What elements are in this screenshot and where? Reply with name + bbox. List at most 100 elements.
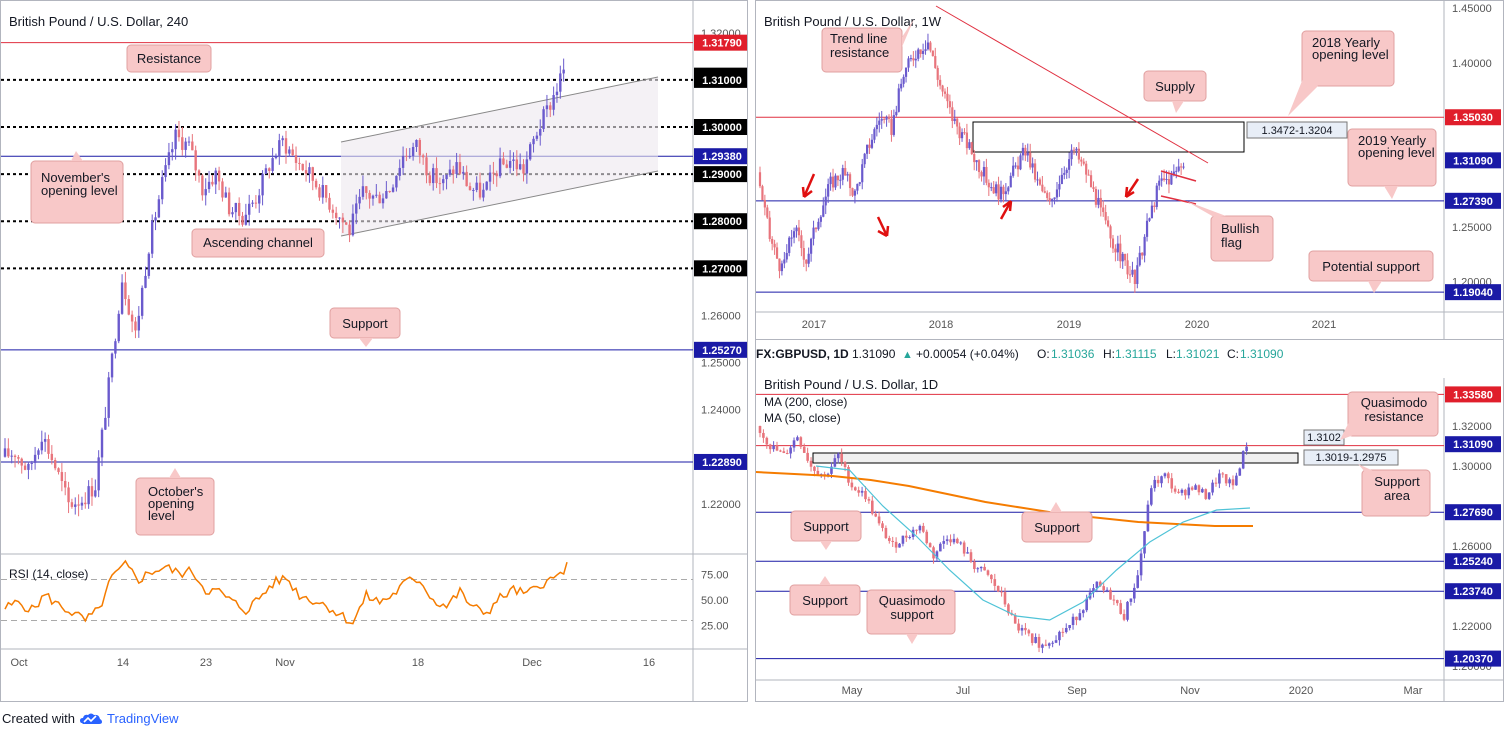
candle-body [74, 504, 77, 507]
candle-body [140, 287, 144, 316]
candle-body [502, 158, 505, 165]
candle-body [542, 109, 545, 130]
y-tick-label: 1.25000 [1452, 222, 1492, 234]
candle-body [887, 116, 891, 119]
price-label-box [1445, 553, 1501, 570]
candle-body [144, 275, 147, 288]
daily-chart-panel[interactable]: FX:GBPUSD, 1D 1.31090 ▲ +0.00054 (+0.04%… [755, 339, 1504, 702]
candle-body [1098, 581, 1102, 587]
candle-body [1071, 616, 1075, 626]
x-tick-label: 18 [412, 657, 424, 669]
y-tick-label: 1.24000 [701, 405, 741, 417]
candle-body [1080, 159, 1083, 162]
candle-body [237, 202, 241, 216]
candle-body [355, 203, 358, 214]
candle-body [1095, 581, 1099, 589]
candle-body [956, 118, 959, 127]
candle-body [1038, 179, 1042, 185]
candle-body [795, 227, 798, 232]
candle-body [87, 486, 90, 505]
candle-body [1177, 166, 1180, 171]
candle-body [358, 196, 361, 204]
candle-body [861, 164, 864, 183]
candle-body [921, 50, 925, 54]
candle-body [942, 541, 946, 544]
candle-body [758, 172, 762, 187]
weekly-chart-svg[interactable]: 1.450001.400001.250001.200001.350301.310… [756, 1, 1503, 339]
candle-body [1085, 163, 1088, 175]
candle-body [1031, 163, 1034, 168]
candle-body [298, 162, 301, 164]
candle-body [1109, 589, 1112, 600]
zone-label-weekly: 1.3472-1.3204 [1246, 121, 1348, 139]
callout-november-opening: November's opening level [30, 151, 124, 224]
tradingview-cloud-icon [79, 713, 102, 724]
svg-text:1.3472-1.3204: 1.3472-1.3204 [1262, 125, 1333, 137]
candle-body [351, 213, 355, 236]
candle-body [762, 432, 765, 438]
candle-body [157, 199, 161, 218]
candle-body [870, 500, 874, 514]
candle-body [807, 253, 810, 264]
candle-body [1007, 187, 1010, 192]
weekly-chart-panel[interactable]: 1.45000 1.40000 1.25000 1.20000 1.35030 1.310… [755, 0, 1504, 340]
candle-body [1180, 489, 1184, 493]
candle-body [174, 129, 177, 150]
rsi-tick-label: 50.00 [701, 595, 729, 607]
candle-body [875, 124, 878, 130]
candle-body [201, 175, 204, 196]
candle-body [1173, 488, 1177, 492]
candle-body [120, 282, 124, 314]
candle-body [154, 217, 157, 221]
daily-chart-svg[interactable]: FX:GBPUSD, 1D 1.31090 ▲ +0.00054 (+0.04%… [756, 340, 1503, 701]
candle-body [915, 529, 918, 531]
candle-body [952, 538, 956, 543]
candle-body [925, 531, 929, 544]
x-tick-label: 2019 [1057, 319, 1081, 331]
candle-body [37, 450, 40, 455]
candle-body [1064, 628, 1068, 633]
candle-body [17, 457, 20, 459]
candle-body [27, 463, 30, 470]
candle-body [455, 162, 458, 175]
candle-body [1158, 180, 1161, 186]
candle-body [171, 149, 174, 153]
candle-body [853, 487, 857, 491]
svg-text:Supply: Supply [1155, 79, 1195, 94]
price-label: 1.30000 [702, 122, 742, 134]
candle-body [348, 224, 351, 236]
candle-body [881, 523, 884, 528]
price-label: 1.29000 [702, 169, 742, 181]
candle-body [983, 566, 986, 571]
price-label: 1.29380 [702, 151, 742, 163]
candle-body [1016, 165, 1020, 170]
candle-body [1119, 603, 1122, 614]
candle-body [1077, 148, 1080, 160]
svg-text:Support: Support [802, 593, 848, 608]
candle-body [951, 107, 954, 122]
tradingview-brand[interactable]: TradingView [106, 711, 179, 726]
candle-body [958, 126, 961, 139]
candle-body [1190, 487, 1194, 490]
candle-body [773, 243, 776, 248]
x-tick-label: Sep [1067, 685, 1087, 697]
candle-body [788, 237, 791, 253]
candle-body [790, 237, 793, 239]
candle-body [378, 194, 381, 204]
candle-body [1146, 504, 1150, 532]
candle-body [1092, 187, 1095, 190]
candle-body [1150, 205, 1154, 219]
candle-body [1048, 198, 1051, 201]
candle-body [1044, 644, 1048, 646]
x-tick-label: 2020 [1289, 685, 1313, 697]
footer: Created with TradingView [2, 711, 179, 726]
y-tick-label: 1.22000 [701, 499, 741, 511]
h4-chart-panel[interactable]: 75.00 50.00 25.00 1.32000 1.26000 1.25000 1.2… [0, 0, 748, 702]
candle-body [328, 197, 331, 210]
candle-body [1133, 587, 1136, 599]
candle-body [768, 217, 771, 239]
candle-body [60, 472, 64, 482]
candle-body [445, 174, 448, 180]
candle-body [982, 166, 986, 177]
